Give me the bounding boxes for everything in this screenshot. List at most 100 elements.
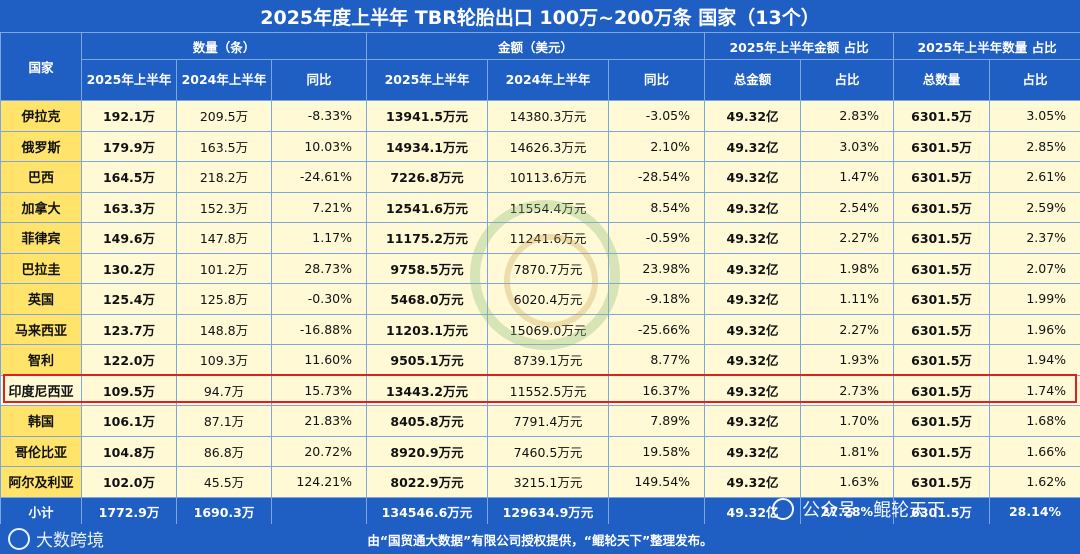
cell-a25: 9505.1万元: [366, 344, 488, 376]
header-amount-share: 占比: [800, 59, 895, 101]
cell-ay: 7.89%: [607, 405, 706, 437]
cell-a24: 8739.1万元: [487, 344, 609, 376]
cell-qy: 1.17%: [271, 222, 367, 254]
table-row: 英国 125.4万 125.8万 -0.30% 5468.0万元 6020.4万元 -9.1…: [0, 283, 1080, 315]
cell-a25: 13443.2万元: [366, 374, 488, 406]
cell-q24: 218.2万: [176, 161, 272, 193]
cell-as: 1.63%: [800, 466, 895, 498]
cell-a25: 12541.6万元: [366, 191, 488, 223]
cell-as: 2.54%: [800, 191, 895, 223]
cell-tq: 6301.5万: [893, 100, 991, 132]
table-row: 巴拉圭 130.2万 101.2万 28.73% 9758.5万元 7870.7万元 23.…: [0, 252, 1080, 284]
cell-q24: 87.1万: [176, 405, 272, 437]
cell-tq: 6301.5万: [893, 313, 991, 345]
subtotal-ay: [607, 496, 706, 527]
cell-qs: 2.37%: [989, 222, 1080, 254]
cell-ay: -28.54%: [607, 161, 706, 193]
cell-a24: 7791.4万元: [487, 405, 609, 437]
cell-qy: -0.30%: [271, 283, 367, 315]
cell-ta: 49.32亿: [704, 374, 802, 406]
cell-as: 2.27%: [800, 313, 895, 345]
cell-ay: -0.59%: [607, 222, 706, 254]
header-amt-2024: 2024年上半年: [487, 59, 609, 101]
cell-q24: 163.5万: [176, 130, 272, 162]
cell-ta: 49.32亿: [704, 191, 802, 223]
country-cell: 马来西亚: [0, 313, 82, 345]
cell-qs: 2.85%: [989, 130, 1080, 162]
cell-a25: 11203.1万元: [366, 313, 488, 345]
cell-qy: 28.73%: [271, 252, 367, 284]
cell-tq: 6301.5万: [893, 466, 991, 498]
subtotal-q24: 1690.3万: [176, 496, 272, 527]
cell-a24: 14626.3万元: [487, 130, 609, 162]
cell-ta: 49.32亿: [704, 466, 802, 498]
cell-q25: 163.3万: [81, 191, 177, 223]
subtotal-label: 小计: [0, 496, 82, 527]
cell-qy: 11.60%: [271, 344, 367, 376]
cell-ay: 23.98%: [607, 252, 706, 284]
cell-a25: 8920.9万元: [366, 435, 488, 467]
table-row: 哥伦比亚 104.8万 86.8万 20.72% 8920.9万元 7460.5万元 19.…: [0, 435, 1080, 467]
header-qty-2025: 2025年上半年: [81, 59, 177, 101]
cell-qs: 1.99%: [989, 283, 1080, 315]
cell-q24: 148.8万: [176, 313, 272, 345]
cell-as: 3.03%: [800, 130, 895, 162]
cell-qy: 20.72%: [271, 435, 367, 467]
brand-logo-icon: [8, 527, 30, 550]
cell-q24: 94.7万: [176, 374, 272, 406]
table-row: 马来西亚 123.7万 148.8万 -16.88% 11203.1万元 15069.0万…: [0, 313, 1080, 345]
cell-qs: 3.05%: [989, 100, 1080, 132]
cell-q25: 149.6万: [81, 222, 177, 254]
table-row: 加拿大 163.3万 152.3万 7.21% 12541.6万元 11554.4万元 8.…: [0, 191, 1080, 223]
cell-q25: 102.0万: [81, 466, 177, 498]
cell-ta: 49.32亿: [704, 100, 802, 132]
cell-qs: 1.66%: [989, 435, 1080, 467]
cell-q24: 101.2万: [176, 252, 272, 284]
cell-tq: 6301.5万: [893, 405, 991, 437]
cell-q24: 147.8万: [176, 222, 272, 254]
cell-ta: 49.32亿: [704, 405, 802, 437]
table-row: 伊拉克 192.1万 209.5万 -8.33% 13941.5万元 14380.3万元 -…: [0, 100, 1080, 132]
cell-q25: 109.5万: [81, 374, 177, 406]
table-row: 智利 122.0万 109.3万 11.60% 9505.1万元 8739.1万元 8.77…: [0, 344, 1080, 376]
cell-ay: 8.77%: [607, 344, 706, 376]
cell-a24: 11552.5万元: [487, 374, 609, 406]
cell-qy: 10.03%: [271, 130, 367, 162]
watermark-right: 公众号 · 鲲轮天下: [772, 496, 945, 522]
cell-qs: 1.96%: [989, 313, 1080, 345]
cell-ay: 19.58%: [607, 435, 706, 467]
header-qty-group: 数量（条）: [81, 32, 367, 60]
cell-a25: 5468.0万元: [366, 283, 488, 315]
header-total-amount: 总金额: [704, 59, 802, 101]
table-title: 2025年度上半年 TBR轮胎出口 100万~200万条 国家（13个）: [0, 0, 1080, 32]
cell-tq: 6301.5万: [893, 344, 991, 376]
country-cell: 阿尔及利亚: [0, 466, 82, 498]
cell-qy: -24.61%: [271, 161, 367, 193]
country-cell: 英国: [0, 283, 82, 315]
cell-as: 1.98%: [800, 252, 895, 284]
cell-as: 1.47%: [800, 161, 895, 193]
country-cell: 韩国: [0, 405, 82, 437]
cell-q24: 209.5万: [176, 100, 272, 132]
cell-q25: 192.1万: [81, 100, 177, 132]
cell-as: 2.83%: [800, 100, 895, 132]
cell-tq: 6301.5万: [893, 435, 991, 467]
cell-tq: 6301.5万: [893, 222, 991, 254]
wechat-icon: [772, 498, 794, 520]
cell-ta: 49.32亿: [704, 161, 802, 193]
cell-q25: 123.7万: [81, 313, 177, 345]
subtotal-qs: 28.14%: [989, 496, 1080, 527]
cell-qy: -16.88%: [271, 313, 367, 345]
cell-ay: 16.37%: [607, 374, 706, 406]
cell-a24: 11554.4万元: [487, 191, 609, 223]
country-cell: 菲律宾: [0, 222, 82, 254]
footer-credit: 由“国贸通大数据”有限公司授权提供，“鲲轮天下”整理发布。: [0, 524, 1080, 554]
header-amount-share-group: 2025年上半年金额 占比: [704, 32, 895, 60]
country-cell: 加拿大: [0, 191, 82, 223]
export-table: 国家 数量（条） 金额（美元） 2025年上半年金额 占比 2025年上半年数量…: [0, 32, 1080, 527]
cell-a24: 7460.5万元: [487, 435, 609, 467]
cell-qs: 2.59%: [989, 191, 1080, 223]
cell-ay: 149.54%: [607, 466, 706, 498]
cell-qs: 2.07%: [989, 252, 1080, 284]
header-qty-2024: 2024年上半年: [176, 59, 272, 101]
